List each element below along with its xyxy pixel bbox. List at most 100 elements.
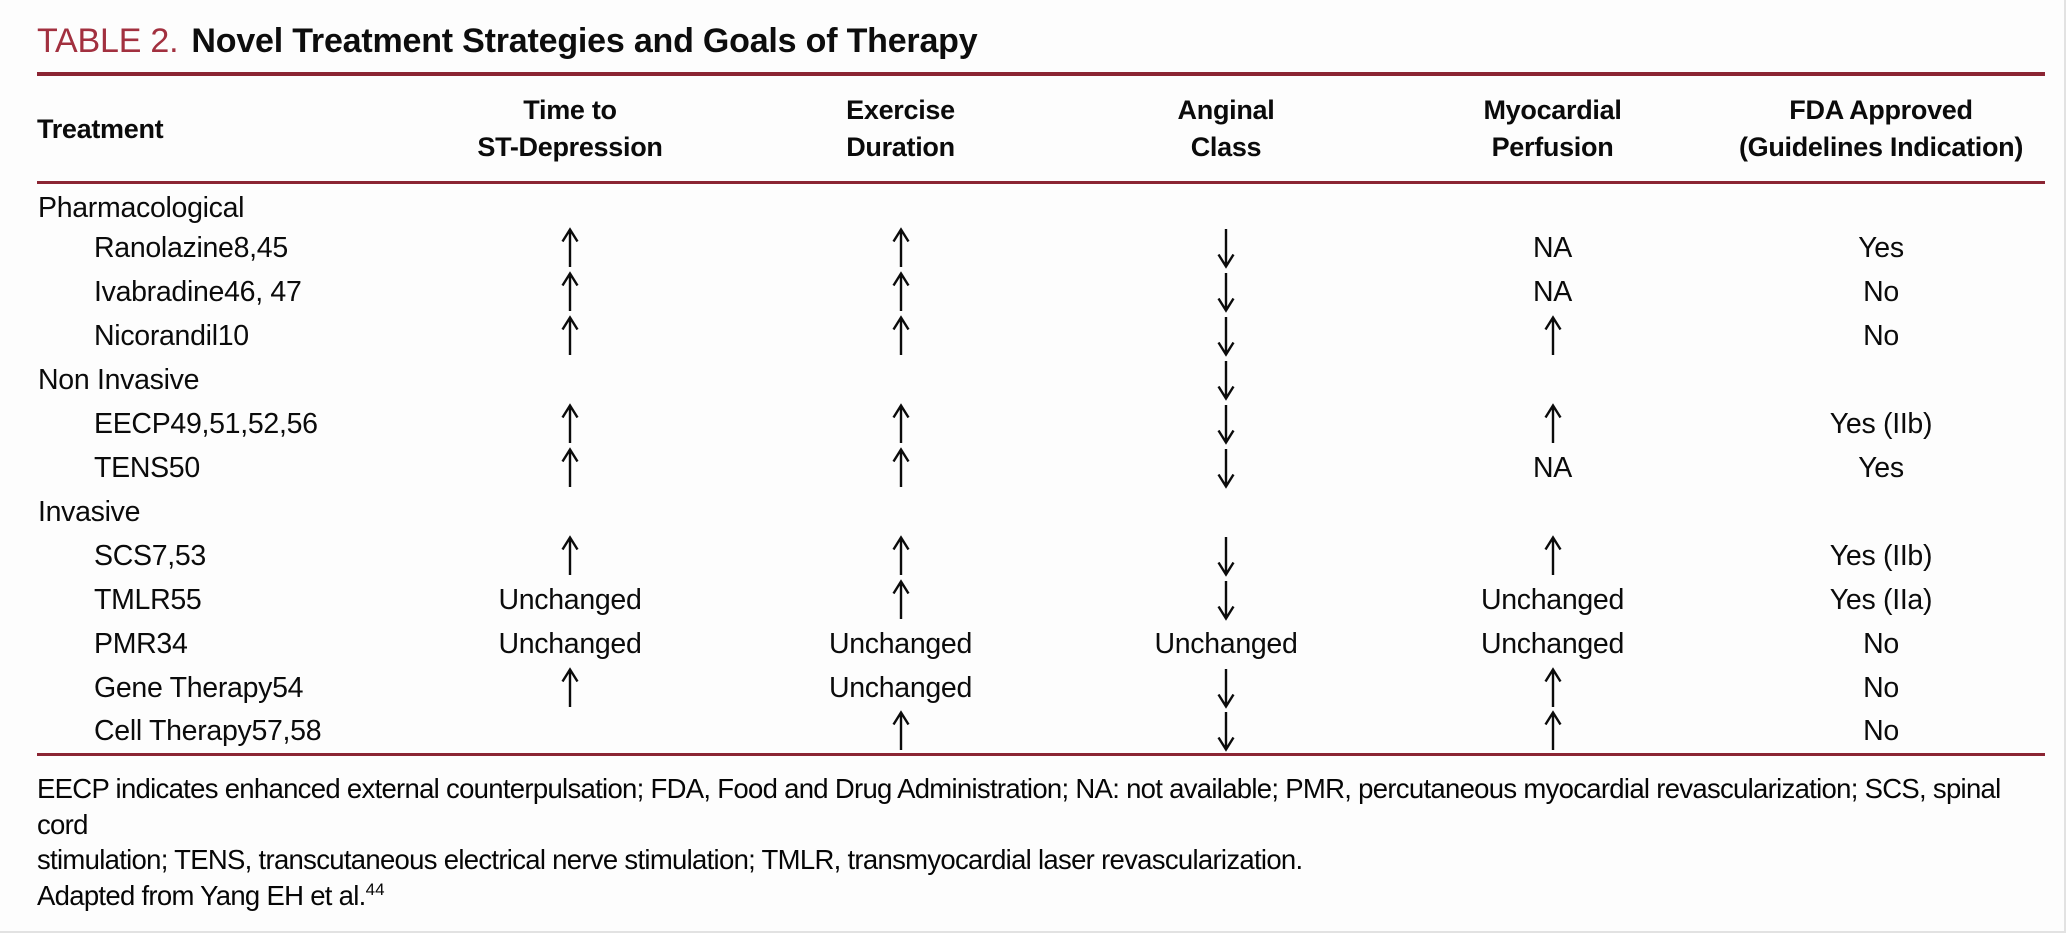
anginal-class-cell bbox=[1064, 315, 1388, 359]
exercise-duration-cell bbox=[737, 578, 1064, 623]
exercise-duration-cell: Unchanged bbox=[828, 672, 973, 704]
adapted-text: Adapted from Yang EH et al. bbox=[37, 879, 366, 911]
table-row: Cell Therapy57,58 No bbox=[37, 709, 2045, 755]
myocardial-perfusion-cell: Unchanged bbox=[1480, 584, 1625, 616]
time-to-st-depression-cell bbox=[403, 402, 737, 447]
treatment-table: Treatment Time to ST-Depression Exercise… bbox=[37, 72, 2045, 756]
up-arrow-icon bbox=[1543, 709, 1562, 750]
table-row: Ivabradine46, 47 NA No bbox=[37, 270, 2045, 315]
fda-approved-cell bbox=[1717, 491, 2045, 535]
exercise-duration-cell bbox=[737, 226, 1064, 271]
footnote: EECP indicates enhanced external counter… bbox=[37, 771, 2051, 913]
treatment-cell: PMR34 bbox=[94, 628, 188, 660]
down-arrow-icon bbox=[1217, 580, 1235, 621]
adapted-note: Adapted from Yang EH et al.44 bbox=[37, 878, 2051, 914]
table-row: Ranolazine8,45 NA Yes bbox=[37, 226, 2045, 271]
up-arrow-icon bbox=[561, 534, 579, 575]
time-to-st-depression-cell bbox=[403, 183, 737, 227]
down-arrow-icon bbox=[1217, 711, 1235, 752]
table-row: EECP49,51,52,56 Yes (IIb) bbox=[37, 402, 2045, 447]
table-row: Nicorandil10 No bbox=[37, 314, 2045, 359]
up-arrow-icon bbox=[891, 534, 910, 575]
myocardial-perfusion-cell bbox=[1388, 402, 1717, 447]
myocardial-perfusion-cell bbox=[1388, 183, 1717, 227]
up-arrow-icon bbox=[891, 446, 910, 487]
up-arrow-icon bbox=[561, 666, 579, 707]
table-row: TMLR55 Unchanged Unchanged Yes (IIa) bbox=[37, 578, 2045, 623]
col-header-time-to-st-depression: Time to ST-Depression bbox=[403, 74, 737, 184]
anginal-class-cell bbox=[1064, 447, 1388, 491]
myocardial-perfusion-cell: Unchanged bbox=[1480, 628, 1625, 660]
up-arrow-icon bbox=[891, 226, 910, 267]
exercise-duration-cell bbox=[737, 534, 1064, 579]
exercise-duration-cell bbox=[737, 491, 1064, 535]
treatment-cell: Ivabradine46, 47 bbox=[94, 276, 302, 308]
time-to-st-depression-cell bbox=[403, 314, 737, 359]
fda-approved-cell: No bbox=[1863, 628, 1899, 660]
table-title: TABLE 2. Novel Treatment Strategies and … bbox=[37, 10, 2045, 72]
up-arrow-icon bbox=[561, 226, 579, 267]
up-arrow-icon bbox=[1543, 314, 1562, 355]
exercise-duration-cell bbox=[737, 314, 1064, 359]
table-row: Invasive bbox=[37, 491, 2045, 535]
anginal-class-cell bbox=[1064, 535, 1388, 579]
down-arrow-icon bbox=[1217, 360, 1235, 401]
table-row: PMR34 Unchanged Unchanged Unchanged Unch… bbox=[37, 623, 2045, 667]
col-header-exercise-duration: Exercise Duration bbox=[737, 74, 1064, 184]
up-arrow-icon bbox=[891, 314, 910, 355]
treatment-cell: Cell Therapy57,58 bbox=[94, 715, 322, 748]
myocardial-perfusion-cell: NA bbox=[1533, 232, 1572, 264]
page-title: Novel Treatment Strategies and Goals of … bbox=[191, 21, 978, 60]
up-arrow-icon bbox=[1543, 402, 1562, 443]
down-arrow-icon bbox=[1217, 272, 1235, 313]
fda-approved-cell bbox=[1717, 183, 2045, 227]
up-arrow-icon bbox=[1543, 534, 1562, 575]
table-number: TABLE 2. bbox=[37, 21, 179, 60]
exercise-duration-cell bbox=[737, 359, 1064, 403]
anginal-class-cell bbox=[1064, 359, 1388, 403]
fda-approved-cell: No bbox=[1863, 672, 1899, 704]
table-row: TENS50 NA Yes bbox=[37, 446, 2045, 491]
fda-approved-cell: No bbox=[1863, 715, 1899, 748]
myocardial-perfusion-cell bbox=[1388, 709, 1717, 755]
exercise-duration-cell bbox=[737, 709, 1064, 755]
treatment-cell: Non Invasive bbox=[38, 364, 200, 396]
fda-approved-cell: No bbox=[1863, 320, 1899, 352]
treatment-cell: Invasive bbox=[38, 496, 141, 528]
anginal-class-cell bbox=[1064, 711, 1388, 755]
anginal-class-cell: Unchanged bbox=[1154, 628, 1298, 660]
treatment-cell: SCS7,53 bbox=[94, 540, 206, 572]
up-arrow-icon bbox=[891, 402, 910, 443]
exercise-duration-cell bbox=[737, 270, 1064, 315]
myocardial-perfusion-cell bbox=[1388, 359, 1717, 403]
myocardial-perfusion-cell bbox=[1388, 666, 1717, 711]
down-arrow-icon bbox=[1217, 404, 1235, 445]
table-row: SCS7,53 Yes (IIb) bbox=[37, 534, 2045, 579]
up-arrow-icon bbox=[891, 270, 910, 311]
anginal-class-cell bbox=[1064, 403, 1388, 447]
col-header-fda-approved: FDA Approved (Guidelines Indication) bbox=[1717, 74, 2045, 184]
treatment-cell: Gene Therapy54 bbox=[94, 672, 304, 704]
anginal-class-cell bbox=[1064, 667, 1388, 711]
time-to-st-depression-cell bbox=[403, 534, 737, 579]
anginal-class-cell bbox=[1064, 579, 1388, 623]
fda-approved-cell: Yes (IIb) bbox=[1829, 408, 1933, 440]
time-to-st-depression-cell bbox=[403, 226, 737, 271]
fda-approved-cell: Yes bbox=[1858, 452, 1904, 484]
up-arrow-icon bbox=[891, 578, 910, 619]
myocardial-perfusion-cell: NA bbox=[1533, 452, 1572, 484]
treatment-cell: EECP49,51,52,56 bbox=[94, 408, 318, 440]
fda-approved-cell: Yes (IIa) bbox=[1829, 584, 1933, 616]
treatment-cell: Ranolazine8,45 bbox=[94, 232, 288, 264]
up-arrow-icon bbox=[1543, 666, 1562, 707]
time-to-st-depression-cell bbox=[403, 666, 737, 711]
down-arrow-icon bbox=[1217, 228, 1235, 269]
col-header-myocardial-perfusion: Myocardial Perfusion bbox=[1388, 74, 1717, 184]
exercise-duration-cell bbox=[737, 446, 1064, 491]
col-header-anginal-class: Anginal Class bbox=[1064, 74, 1388, 184]
abbreviations-note: EECP indicates enhanced external counter… bbox=[37, 773, 2001, 875]
time-to-st-depression-cell: Unchanged bbox=[498, 584, 642, 616]
header-row: Treatment Time to ST-Depression Exercise… bbox=[37, 74, 2045, 184]
adapted-ref: 44 bbox=[365, 879, 385, 899]
